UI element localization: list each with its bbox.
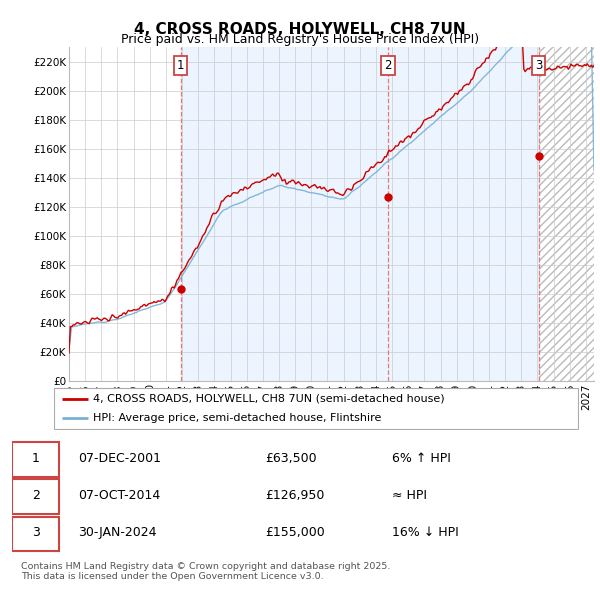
Text: 6% ↑ HPI: 6% ↑ HPI	[392, 452, 451, 465]
Bar	[181, 47, 539, 381]
Text: HPI: Average price, semi-detached house, Flintshire: HPI: Average price, semi-detached house,…	[94, 412, 382, 422]
Text: Contains HM Land Registry data © Crown copyright and database right 2025.
This d: Contains HM Land Registry data © Crown c…	[21, 562, 391, 581]
Text: 07-DEC-2001: 07-DEC-2001	[78, 452, 161, 465]
FancyBboxPatch shape	[54, 388, 578, 429]
Text: 2: 2	[32, 489, 40, 502]
Text: 16% ↓ HPI: 16% ↓ HPI	[392, 526, 459, 539]
Text: 07-OCT-2014: 07-OCT-2014	[78, 489, 160, 502]
Text: 1: 1	[177, 59, 185, 72]
Text: 1: 1	[32, 452, 40, 465]
Text: ≈ HPI: ≈ HPI	[392, 489, 427, 502]
FancyBboxPatch shape	[12, 517, 59, 551]
Text: £63,500: £63,500	[265, 452, 317, 465]
Text: 4, CROSS ROADS, HOLYWELL, CH8 7UN: 4, CROSS ROADS, HOLYWELL, CH8 7UN	[134, 22, 466, 37]
Text: 2: 2	[385, 59, 392, 72]
Bar	[539, 47, 594, 381]
Text: 30-JAN-2024: 30-JAN-2024	[78, 526, 157, 539]
Text: 3: 3	[535, 59, 542, 72]
Text: 3: 3	[32, 526, 40, 539]
Bar	[539, 47, 594, 381]
Text: 4, CROSS ROADS, HOLYWELL, CH8 7UN (semi-detached house): 4, CROSS ROADS, HOLYWELL, CH8 7UN (semi-…	[94, 394, 445, 404]
Text: £126,950: £126,950	[265, 489, 325, 502]
FancyBboxPatch shape	[12, 480, 59, 514]
FancyBboxPatch shape	[12, 442, 59, 477]
Text: £155,000: £155,000	[265, 526, 325, 539]
Text: Price paid vs. HM Land Registry's House Price Index (HPI): Price paid vs. HM Land Registry's House …	[121, 33, 479, 46]
